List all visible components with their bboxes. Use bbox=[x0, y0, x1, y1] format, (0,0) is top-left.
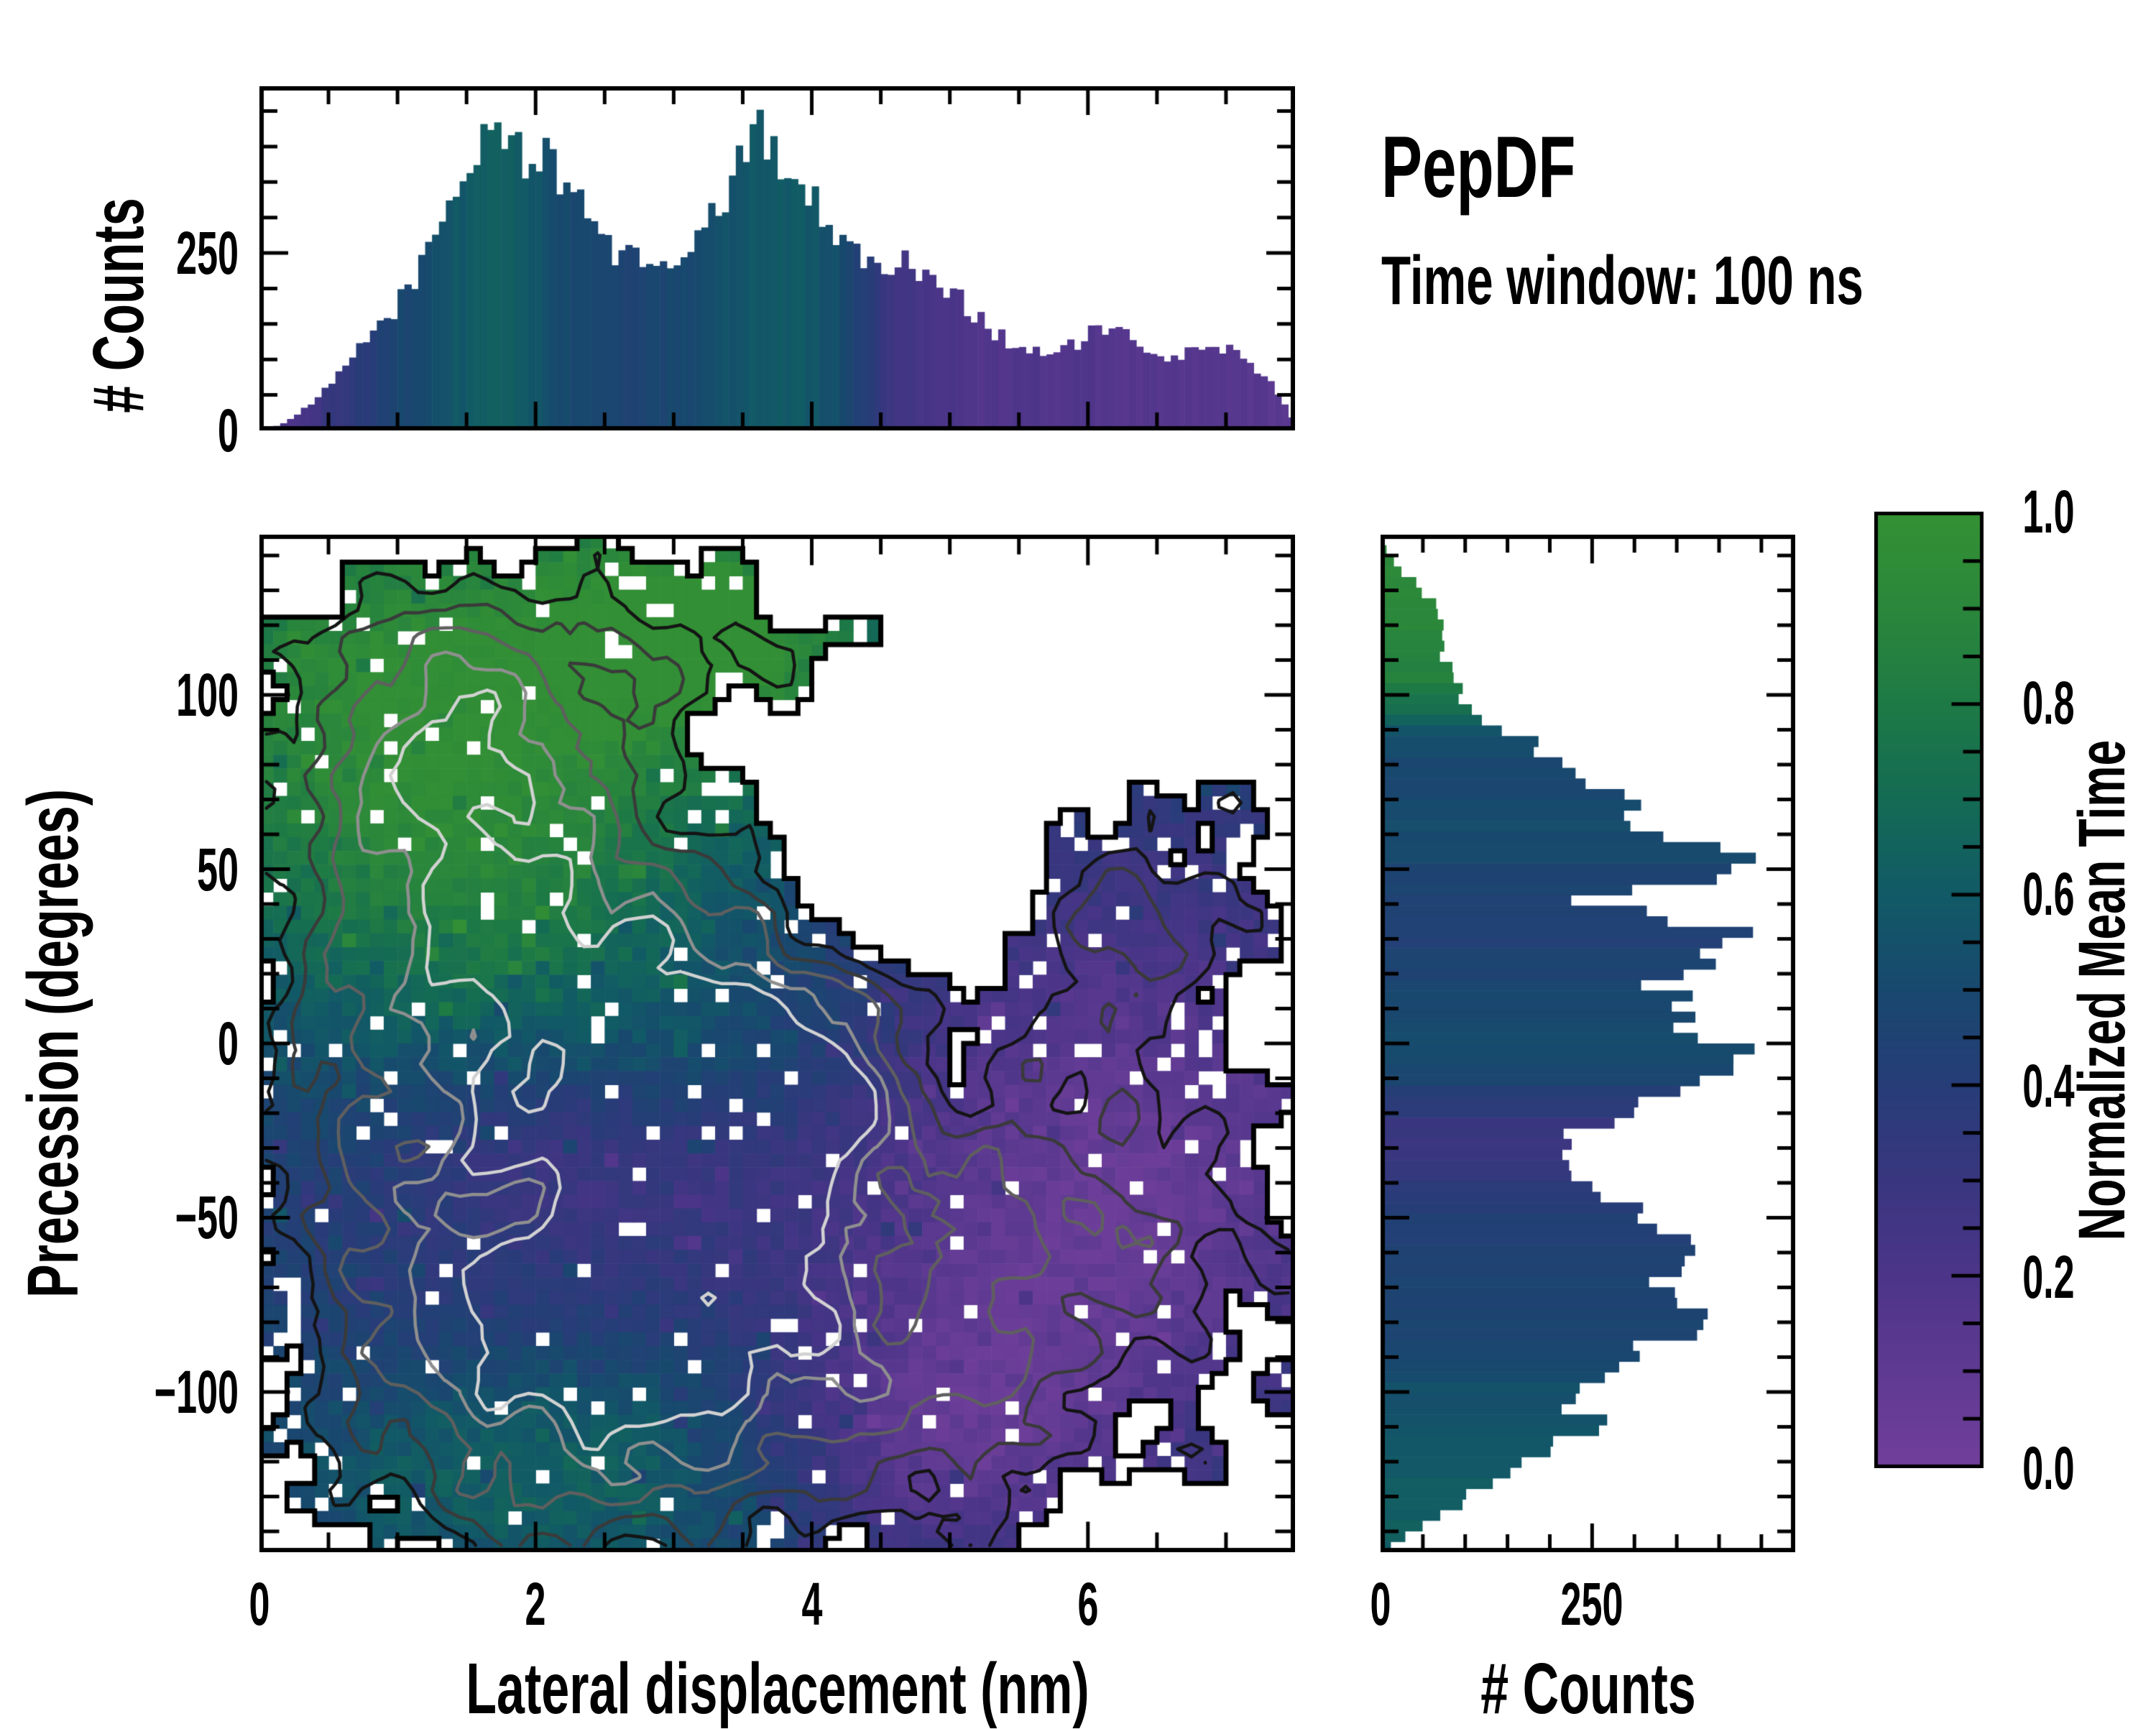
main-x-tick-label: 2 bbox=[525, 1570, 546, 1638]
right-hist-x-axis-label: # Counts bbox=[1480, 1649, 1696, 1729]
main-x-tick-label: 4 bbox=[801, 1570, 823, 1638]
figure-subtitle: Time window: 100 ns bbox=[1381, 242, 1864, 319]
figure-title: PepDF bbox=[1381, 118, 1576, 216]
colorbar-tick-label: 0.6 bbox=[2022, 860, 2075, 928]
main-y-axis-label: Precession (degrees) bbox=[13, 788, 93, 1299]
right-hist-x-tick-label: 250 bbox=[1560, 1570, 1623, 1638]
main-x-tick-label: 0 bbox=[249, 1570, 270, 1638]
main-y-tick-label: −100 bbox=[154, 1357, 239, 1426]
top-hist-y-tick-label: 250 bbox=[176, 219, 239, 287]
colorbar-tick-label: 0.2 bbox=[2022, 1242, 2075, 1311]
colorbar-tick-label: 0.4 bbox=[2022, 1051, 2075, 1120]
right-histogram-canvas bbox=[1381, 535, 1795, 1552]
main-y-tick-label: −50 bbox=[175, 1184, 239, 1252]
top-hist-y-tick-label: 0 bbox=[218, 397, 239, 464]
colorbar-tick-label: 0.0 bbox=[2022, 1434, 2075, 1502]
heatmap-canvas bbox=[259, 535, 1295, 1552]
top-histogram-canvas bbox=[259, 86, 1295, 430]
main-x-axis-label: Lateral displacement (nm) bbox=[466, 1649, 1089, 1729]
main-y-tick-label: 0 bbox=[218, 1010, 239, 1077]
right-hist-x-tick-label: 0 bbox=[1370, 1570, 1391, 1638]
main-y-tick-label: 50 bbox=[197, 835, 239, 903]
colorbar-tick-label: 1.0 bbox=[2022, 478, 2075, 545]
colorbar-canvas bbox=[1874, 512, 1984, 1468]
colorbar-label: Normalized Mean Time bbox=[2065, 739, 2139, 1241]
main-x-tick-label: 6 bbox=[1077, 1570, 1099, 1638]
main-y-tick-label: 100 bbox=[176, 661, 239, 729]
top-hist-y-axis-label: # Counts bbox=[78, 198, 159, 413]
colorbar-tick-label: 0.8 bbox=[2022, 669, 2075, 737]
